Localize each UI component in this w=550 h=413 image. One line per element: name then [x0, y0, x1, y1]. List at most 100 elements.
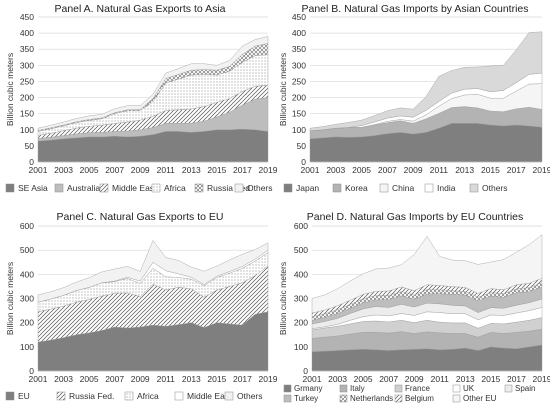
- y-tick-label: 400: [20, 269, 34, 279]
- x-tick-label: 2007: [378, 165, 397, 175]
- y-tick-label: 500: [20, 245, 34, 255]
- y-tick-label: 300: [20, 60, 34, 70]
- y-tick-label: 150: [292, 109, 306, 119]
- x-tick-label: 2007: [379, 374, 398, 384]
- y-axis-label: Billion cubic meters: [5, 53, 15, 126]
- x-tick-label: 2005: [80, 374, 99, 384]
- y-tick-label: 200: [20, 93, 34, 103]
- legend-swatch-grmany: [283, 384, 292, 393]
- y-tick-label: 600: [20, 221, 34, 231]
- x-tick-label: 2003: [326, 165, 345, 175]
- legend-swatch-china: [379, 183, 389, 193]
- y-tick-label: 0: [29, 366, 34, 376]
- x-tick-label: 2005: [352, 165, 371, 175]
- x-tick-label: 2007: [105, 374, 124, 384]
- x-tick-label: 2009: [131, 165, 150, 175]
- legend-label-italy: Italy: [350, 384, 365, 393]
- y-axis-label: Billion cubic meters: [278, 53, 288, 126]
- panel-a-chart: Panel A. Natural Gas Exports to Asia 0 50 1…: [0, 0, 278, 207]
- y-tick-label: 200: [20, 318, 34, 328]
- panel-title: Panel D. Natural Gas Imports by EU Count…: [307, 211, 524, 223]
- y-tick-label: 300: [292, 60, 306, 70]
- legend-swatch-russia-fed: [194, 183, 204, 193]
- legend-swatch-italy: [339, 384, 348, 393]
- x-tick-label: 2001: [29, 165, 48, 175]
- y-tick-label: 50: [297, 141, 307, 151]
- panel-title: Panel B. Natural Gas Imports by Asian Co…: [301, 3, 528, 15]
- legend-swatch-others: [234, 183, 244, 193]
- legend-swatch-others: [224, 391, 234, 401]
- y-tick-label: 100: [294, 342, 308, 352]
- x-tick-label: 2015: [481, 165, 500, 175]
- legend-swatch-africa: [151, 183, 161, 193]
- legend-label-middle-east: Middle East: [112, 183, 157, 193]
- legend-label-spain: Spain: [515, 384, 535, 393]
- y-tick-label: 400: [294, 269, 308, 279]
- legend-label-others: Others: [247, 183, 273, 193]
- legend-label-belgium: Belgium: [405, 394, 434, 403]
- legend-label-grmany: Grmany: [294, 384, 322, 393]
- x-tick-label: 2019: [259, 374, 278, 384]
- series-area-others: [309, 31, 543, 131]
- y-tick-label: 200: [292, 93, 306, 103]
- x-tick-label: 2007: [105, 165, 124, 175]
- panel-title: Panel C. Natural Gas Exports to EU: [57, 211, 224, 223]
- x-tick-label: 2017: [233, 165, 252, 175]
- x-tick-label: 2019: [533, 374, 550, 384]
- legend-label-india: India: [437, 183, 456, 193]
- legend-label-others: Others: [482, 183, 508, 193]
- panel-title: Panel A. Natural Gas Exports to Asia: [54, 3, 225, 15]
- y-tick-label: 200: [294, 318, 308, 328]
- x-tick-label: 2017: [507, 374, 526, 384]
- x-tick-label: 2009: [405, 374, 424, 384]
- y-tick-label: 400: [292, 28, 306, 38]
- x-tick-label: 2005: [80, 165, 99, 175]
- legend-swatch-turkey: [283, 394, 292, 403]
- x-tick-label: 2009: [131, 374, 150, 384]
- y-tick-label: 100: [292, 125, 306, 135]
- legend-swatch-eu: [5, 391, 15, 401]
- y-tick-label: 100: [20, 342, 34, 352]
- x-tick-label: 2013: [182, 374, 201, 384]
- legend-label-turkey: Turkey: [294, 394, 318, 403]
- x-tick-label: 2017: [233, 374, 252, 384]
- series-area-others: [37, 240, 269, 303]
- legend-swatch-middle-east: [174, 391, 184, 401]
- y-axis-label: Billion cubic meters: [5, 262, 15, 335]
- legend-swatch-netherlands: [339, 394, 348, 403]
- legend-label-other-eu: Other EU: [463, 394, 497, 403]
- series-area-others: [37, 36, 269, 131]
- y-tick-label: 600: [294, 221, 308, 231]
- x-tick-label: 2015: [207, 374, 226, 384]
- y-tick-label: 0: [301, 157, 306, 167]
- y-tick-label: 0: [29, 157, 34, 167]
- x-tick-label: 2001: [29, 374, 48, 384]
- legend-label-china: China: [392, 183, 414, 193]
- x-tick-label: 2003: [328, 374, 347, 384]
- x-tick-label: 2015: [481, 374, 500, 384]
- legend-swatch-middle-east: [99, 183, 109, 193]
- x-tick-label: 2005: [354, 374, 373, 384]
- legend-swatch-spain: [504, 384, 513, 393]
- legend-swatch-uk: [452, 384, 461, 393]
- x-tick-label: 2011: [157, 374, 176, 384]
- panel-b-chart: Panel B. Natural Gas Imports by Asian Co…: [275, 0, 550, 207]
- legend-label-middle-east: Middle East: [187, 391, 232, 401]
- panel-c-chart: Panel C. Natural Gas Exports to EU 0 100 20…: [0, 207, 278, 413]
- y-tick-label: 50: [25, 141, 35, 151]
- panel-c-svg: Panel C. Natural Gas Exports to EU 0 100 20…: [5, 211, 278, 401]
- legend-label-africa: Africa: [164, 183, 186, 193]
- x-tick-label: 2019: [259, 165, 278, 175]
- legend-swatch-india: [424, 183, 434, 193]
- legend-label-russia-fed: Russia Fed.: [69, 391, 114, 401]
- panel-d-chart: Panel D. Natural Gas Imports by EU Count…: [275, 207, 550, 413]
- x-tick-label: 2013: [182, 165, 201, 175]
- legend-label-netherlands: Netherlands: [350, 394, 393, 403]
- y-tick-label: 400: [20, 28, 34, 38]
- x-tick-label: 2019: [533, 165, 550, 175]
- x-tick-label: 2011: [430, 165, 449, 175]
- legend-swatch-africa: [124, 391, 134, 401]
- x-tick-label: 2015: [207, 165, 226, 175]
- legend-swatch-russia-fed: [56, 391, 66, 401]
- legend-swatch-other-eu: [452, 394, 461, 403]
